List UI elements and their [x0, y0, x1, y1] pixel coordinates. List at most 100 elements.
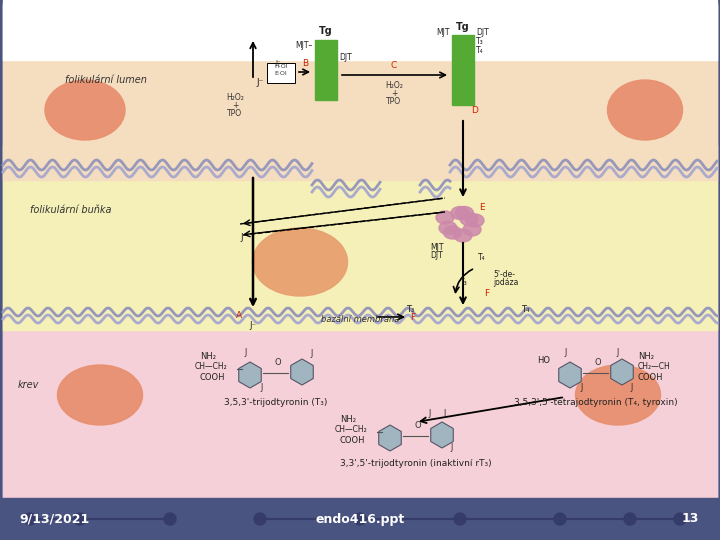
Text: C: C [391, 61, 397, 70]
Text: B: B [302, 59, 308, 68]
Text: 3,5,3',5'-tetrajodtyronin (T₄, tyroxin): 3,5,3',5'-tetrajodtyronin (T₄, tyroxin) [514, 398, 678, 407]
Text: H₂O₂: H₂O₂ [385, 81, 403, 90]
Text: DJT: DJT [339, 53, 352, 62]
Text: J⁻: J⁻ [240, 233, 248, 242]
Bar [315, 40, 337, 100]
Polygon shape [611, 359, 634, 385]
Text: 9/13/2021: 9/13/2021 [20, 512, 90, 525]
Circle shape [164, 513, 176, 525]
Text: J⁻: J⁻ [275, 60, 281, 66]
Circle shape [354, 513, 366, 525]
Text: 3,3',5'-trijodtyronin (inaktivní rT₃): 3,3',5'-trijodtyronin (inaktivní rT₃) [340, 459, 492, 468]
Text: J: J [565, 348, 567, 357]
Ellipse shape [451, 206, 469, 219]
Text: CH₂—CH: CH₂—CH [638, 362, 671, 371]
Text: MJT: MJT [436, 28, 450, 37]
Text: E·OI: E·OI [274, 71, 287, 76]
Text: E: E [480, 203, 485, 212]
Bar [3, 3, 717, 60]
Text: H·OI: H·OI [274, 64, 288, 69]
Text: T₃: T₃ [460, 278, 468, 287]
FancyBboxPatch shape [267, 63, 295, 83]
Text: J: J [444, 409, 446, 418]
Bar [3, 313, 717, 498]
Text: folikulární buňka: folikulární buňka [30, 205, 112, 215]
Ellipse shape [466, 214, 484, 227]
Ellipse shape [436, 211, 454, 224]
Text: +: + [232, 101, 238, 110]
Text: bazální membrána: bazální membrána [321, 315, 399, 324]
Circle shape [74, 513, 86, 525]
Text: F: F [485, 289, 490, 298]
Text: J: J [429, 409, 431, 418]
Text: 3,5,3'-trijodtyronin (T₃): 3,5,3'-trijodtyronin (T₃) [225, 398, 328, 407]
Polygon shape [559, 362, 581, 388]
Text: T₄: T₄ [476, 46, 484, 55]
Ellipse shape [45, 80, 125, 140]
Text: Tg: Tg [456, 22, 470, 32]
Ellipse shape [575, 365, 660, 425]
Text: T₃: T₃ [476, 37, 484, 46]
Bar [3, 145, 717, 330]
Text: J: J [245, 348, 247, 357]
Text: COOH: COOH [340, 436, 366, 445]
Text: COOH: COOH [638, 373, 664, 382]
Ellipse shape [463, 223, 481, 236]
Text: 13: 13 [681, 512, 698, 525]
Text: MJT: MJT [430, 243, 444, 252]
Text: A: A [236, 311, 242, 320]
Ellipse shape [439, 221, 457, 234]
Text: DJT: DJT [430, 251, 443, 260]
Bar [3, 5, 717, 180]
Ellipse shape [460, 213, 478, 226]
Text: folikulární lumen: folikulární lumen [65, 75, 147, 85]
Text: O: O [275, 358, 282, 367]
Text: NH₂: NH₂ [340, 415, 356, 424]
Text: TPO: TPO [387, 97, 402, 106]
Polygon shape [239, 362, 261, 388]
Text: J: J [581, 383, 583, 392]
Text: jodáza: jodáza [493, 278, 518, 287]
Text: endo416.ppt: endo416.ppt [315, 512, 405, 525]
Polygon shape [431, 422, 454, 448]
Circle shape [554, 513, 566, 525]
Ellipse shape [58, 365, 143, 425]
Text: COOH: COOH [200, 373, 225, 382]
Text: F: F [410, 313, 415, 322]
Text: Tg: Tg [319, 26, 333, 36]
Text: CH—CH₂: CH—CH₂ [195, 362, 228, 371]
Text: H₂O₂: H₂O₂ [226, 93, 244, 102]
Circle shape [674, 513, 686, 525]
Bar [0, 498, 720, 540]
Polygon shape [291, 359, 313, 385]
Text: T₄: T₄ [478, 253, 485, 262]
Text: 5'-de-: 5'-de- [493, 270, 515, 279]
Bar [452, 35, 474, 105]
Text: T₃: T₃ [406, 305, 414, 314]
Text: krev: krev [18, 380, 40, 390]
Text: J: J [311, 349, 313, 358]
Ellipse shape [608, 80, 683, 140]
Circle shape [454, 513, 466, 525]
Polygon shape [379, 425, 401, 451]
Text: J: J [617, 348, 619, 357]
Text: MJT–: MJT– [296, 41, 313, 50]
Text: D: D [472, 106, 478, 115]
Text: DJT: DJT [476, 28, 489, 37]
Ellipse shape [456, 206, 474, 219]
Text: O: O [595, 358, 601, 367]
Text: TPO: TPO [228, 109, 243, 118]
Circle shape [254, 513, 266, 525]
Text: J⁻: J⁻ [250, 321, 256, 330]
Text: NH₂: NH₂ [200, 352, 216, 361]
Circle shape [24, 513, 36, 525]
Text: J⁻: J⁻ [256, 78, 264, 87]
Text: J: J [261, 383, 263, 392]
Text: J: J [631, 383, 633, 392]
Text: J: J [451, 443, 453, 452]
Text: T₄: T₄ [521, 305, 529, 314]
Text: CH—CH₂: CH—CH₂ [335, 425, 368, 434]
Ellipse shape [454, 229, 472, 242]
Text: HO: HO [537, 356, 550, 365]
Ellipse shape [253, 228, 348, 296]
